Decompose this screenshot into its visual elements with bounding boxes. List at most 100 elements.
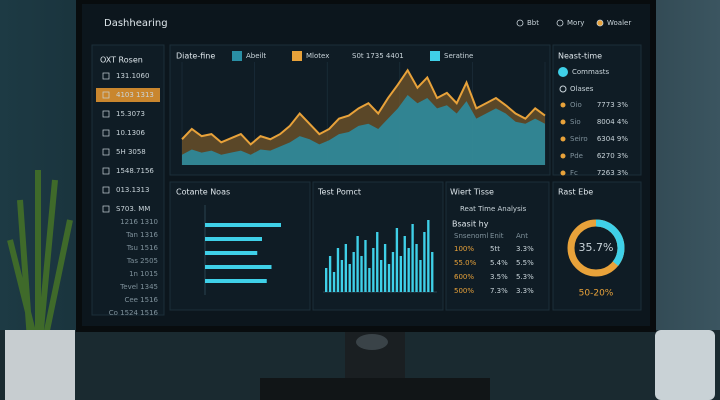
sidebar-list-item: Cee 1516 bbox=[124, 296, 158, 304]
sidebar-item[interactable]: 5H 3058 bbox=[116, 148, 146, 156]
bar bbox=[352, 252, 355, 292]
header-action[interactable]: Bbt bbox=[527, 19, 539, 27]
sidebar-list-item: Tsu 1516 bbox=[126, 244, 159, 252]
table-cell: 3.3% bbox=[516, 287, 534, 295]
right-secondary: Olases bbox=[570, 85, 594, 93]
donut-label: 35.7% bbox=[579, 241, 614, 254]
legend-swatch bbox=[232, 51, 242, 61]
plant bbox=[5, 170, 75, 400]
table-cell: 5tt bbox=[490, 245, 500, 253]
right-title: Neast-time bbox=[558, 52, 602, 61]
bar bbox=[395, 228, 399, 292]
right-panel bbox=[552, 44, 642, 176]
sidebar-list-item: Tevel 1345 bbox=[119, 283, 158, 291]
row-label: Pde bbox=[570, 152, 583, 160]
bar bbox=[407, 248, 410, 292]
hbar-panel bbox=[169, 181, 311, 311]
row-value: 7773 3% bbox=[597, 101, 628, 109]
table-header: Enit bbox=[490, 232, 504, 240]
right-primary[interactable]: Commasts bbox=[572, 68, 609, 76]
bar bbox=[344, 244, 347, 292]
mug bbox=[655, 330, 715, 400]
sidebar-item[interactable]: 4103 1313 bbox=[116, 91, 154, 99]
row-value: 6270 3% bbox=[597, 152, 628, 160]
sidebar-list-item: Co 1524 1516 bbox=[109, 309, 159, 317]
table-cell: 7.3% bbox=[490, 287, 508, 295]
table-cell: 3.3% bbox=[516, 245, 534, 253]
bar bbox=[205, 237, 262, 241]
sidebar-title: OXT Rosen bbox=[100, 56, 143, 65]
bar bbox=[391, 252, 395, 292]
row-dot bbox=[560, 136, 566, 142]
table-panel bbox=[445, 181, 550, 311]
table-header: Ant bbox=[516, 232, 528, 240]
bar bbox=[427, 220, 430, 292]
bar bbox=[336, 248, 340, 292]
row-label: Sio bbox=[570, 118, 581, 126]
bar bbox=[205, 251, 258, 255]
table-cell: 3.5% bbox=[490, 273, 508, 281]
main-title: Diate-fine bbox=[176, 52, 215, 61]
row-label: Seiro bbox=[570, 135, 588, 143]
sidebar-icon bbox=[102, 205, 110, 213]
bar bbox=[325, 268, 328, 292]
bar bbox=[205, 279, 267, 283]
bar bbox=[380, 260, 383, 292]
sidebar-icon bbox=[102, 129, 110, 137]
sidebar-item[interactable]: 15.3073 bbox=[116, 110, 145, 118]
row-dot bbox=[560, 153, 566, 159]
sidebar-item[interactable]: 013.1313 bbox=[116, 186, 149, 194]
row-dot bbox=[560, 170, 566, 176]
bar bbox=[328, 256, 332, 292]
donut-arc bbox=[567, 219, 625, 277]
sidebar-icon bbox=[102, 148, 110, 156]
vbar-title: Test Pomct bbox=[317, 188, 361, 197]
bar bbox=[419, 260, 422, 292]
row-dot bbox=[560, 102, 566, 108]
legend-label: Seratine bbox=[444, 52, 473, 60]
stand-hole bbox=[356, 334, 388, 350]
table-cell: 600% bbox=[454, 273, 474, 281]
sidebar-list-item: Tas 2505 bbox=[126, 257, 158, 265]
header-title: Dashhearing bbox=[104, 18, 168, 29]
legend-swatch bbox=[292, 51, 302, 61]
table-cell: 500% bbox=[454, 287, 474, 295]
bar bbox=[364, 240, 367, 292]
sidebar-icon bbox=[102, 110, 110, 118]
bar bbox=[415, 244, 418, 292]
header-action[interactable]: Mory bbox=[567, 19, 584, 27]
row-label: Oio bbox=[570, 101, 582, 109]
row-dot bbox=[560, 119, 566, 125]
sidebar-item[interactable]: 10.1306 bbox=[116, 129, 145, 137]
legend-label: Mlotex bbox=[306, 52, 329, 60]
hbar-title: Cotante Noas bbox=[176, 188, 230, 197]
bar bbox=[411, 224, 414, 292]
area bbox=[182, 94, 545, 165]
bar bbox=[360, 256, 363, 292]
bar bbox=[376, 232, 379, 292]
bar bbox=[340, 260, 344, 292]
sidebar-list-item: 1n 1015 bbox=[129, 270, 158, 278]
table-cell: 100% bbox=[454, 245, 474, 253]
sidebar-item[interactable]: 1548.7156 bbox=[116, 167, 154, 175]
row-value: 8004 4% bbox=[597, 118, 628, 126]
legend-label: Abeilt bbox=[246, 52, 266, 60]
row-value: 7263 3% bbox=[597, 169, 628, 177]
header-action[interactable]: Woaler bbox=[607, 19, 631, 27]
sidebar-icon bbox=[102, 91, 110, 99]
table-subtitle: Reat Time Analysis bbox=[460, 205, 527, 213]
sidebar-item[interactable]: 131.1060 bbox=[116, 72, 149, 80]
action-icon bbox=[556, 19, 564, 27]
action-icon bbox=[596, 19, 604, 27]
bar bbox=[356, 236, 359, 292]
bar bbox=[403, 236, 406, 292]
sidebar-item[interactable]: S703. MM bbox=[116, 205, 150, 213]
bar bbox=[383, 244, 387, 292]
table-cell: 5.5% bbox=[516, 259, 534, 267]
table-title: Wiert Tisse bbox=[450, 188, 494, 197]
donut-title: Rast Ebe bbox=[558, 188, 593, 197]
donut-footer: 50-20% bbox=[579, 289, 614, 299]
table-caption: Bsasit hy bbox=[452, 220, 489, 229]
table-cell: 5.4% bbox=[490, 259, 508, 267]
